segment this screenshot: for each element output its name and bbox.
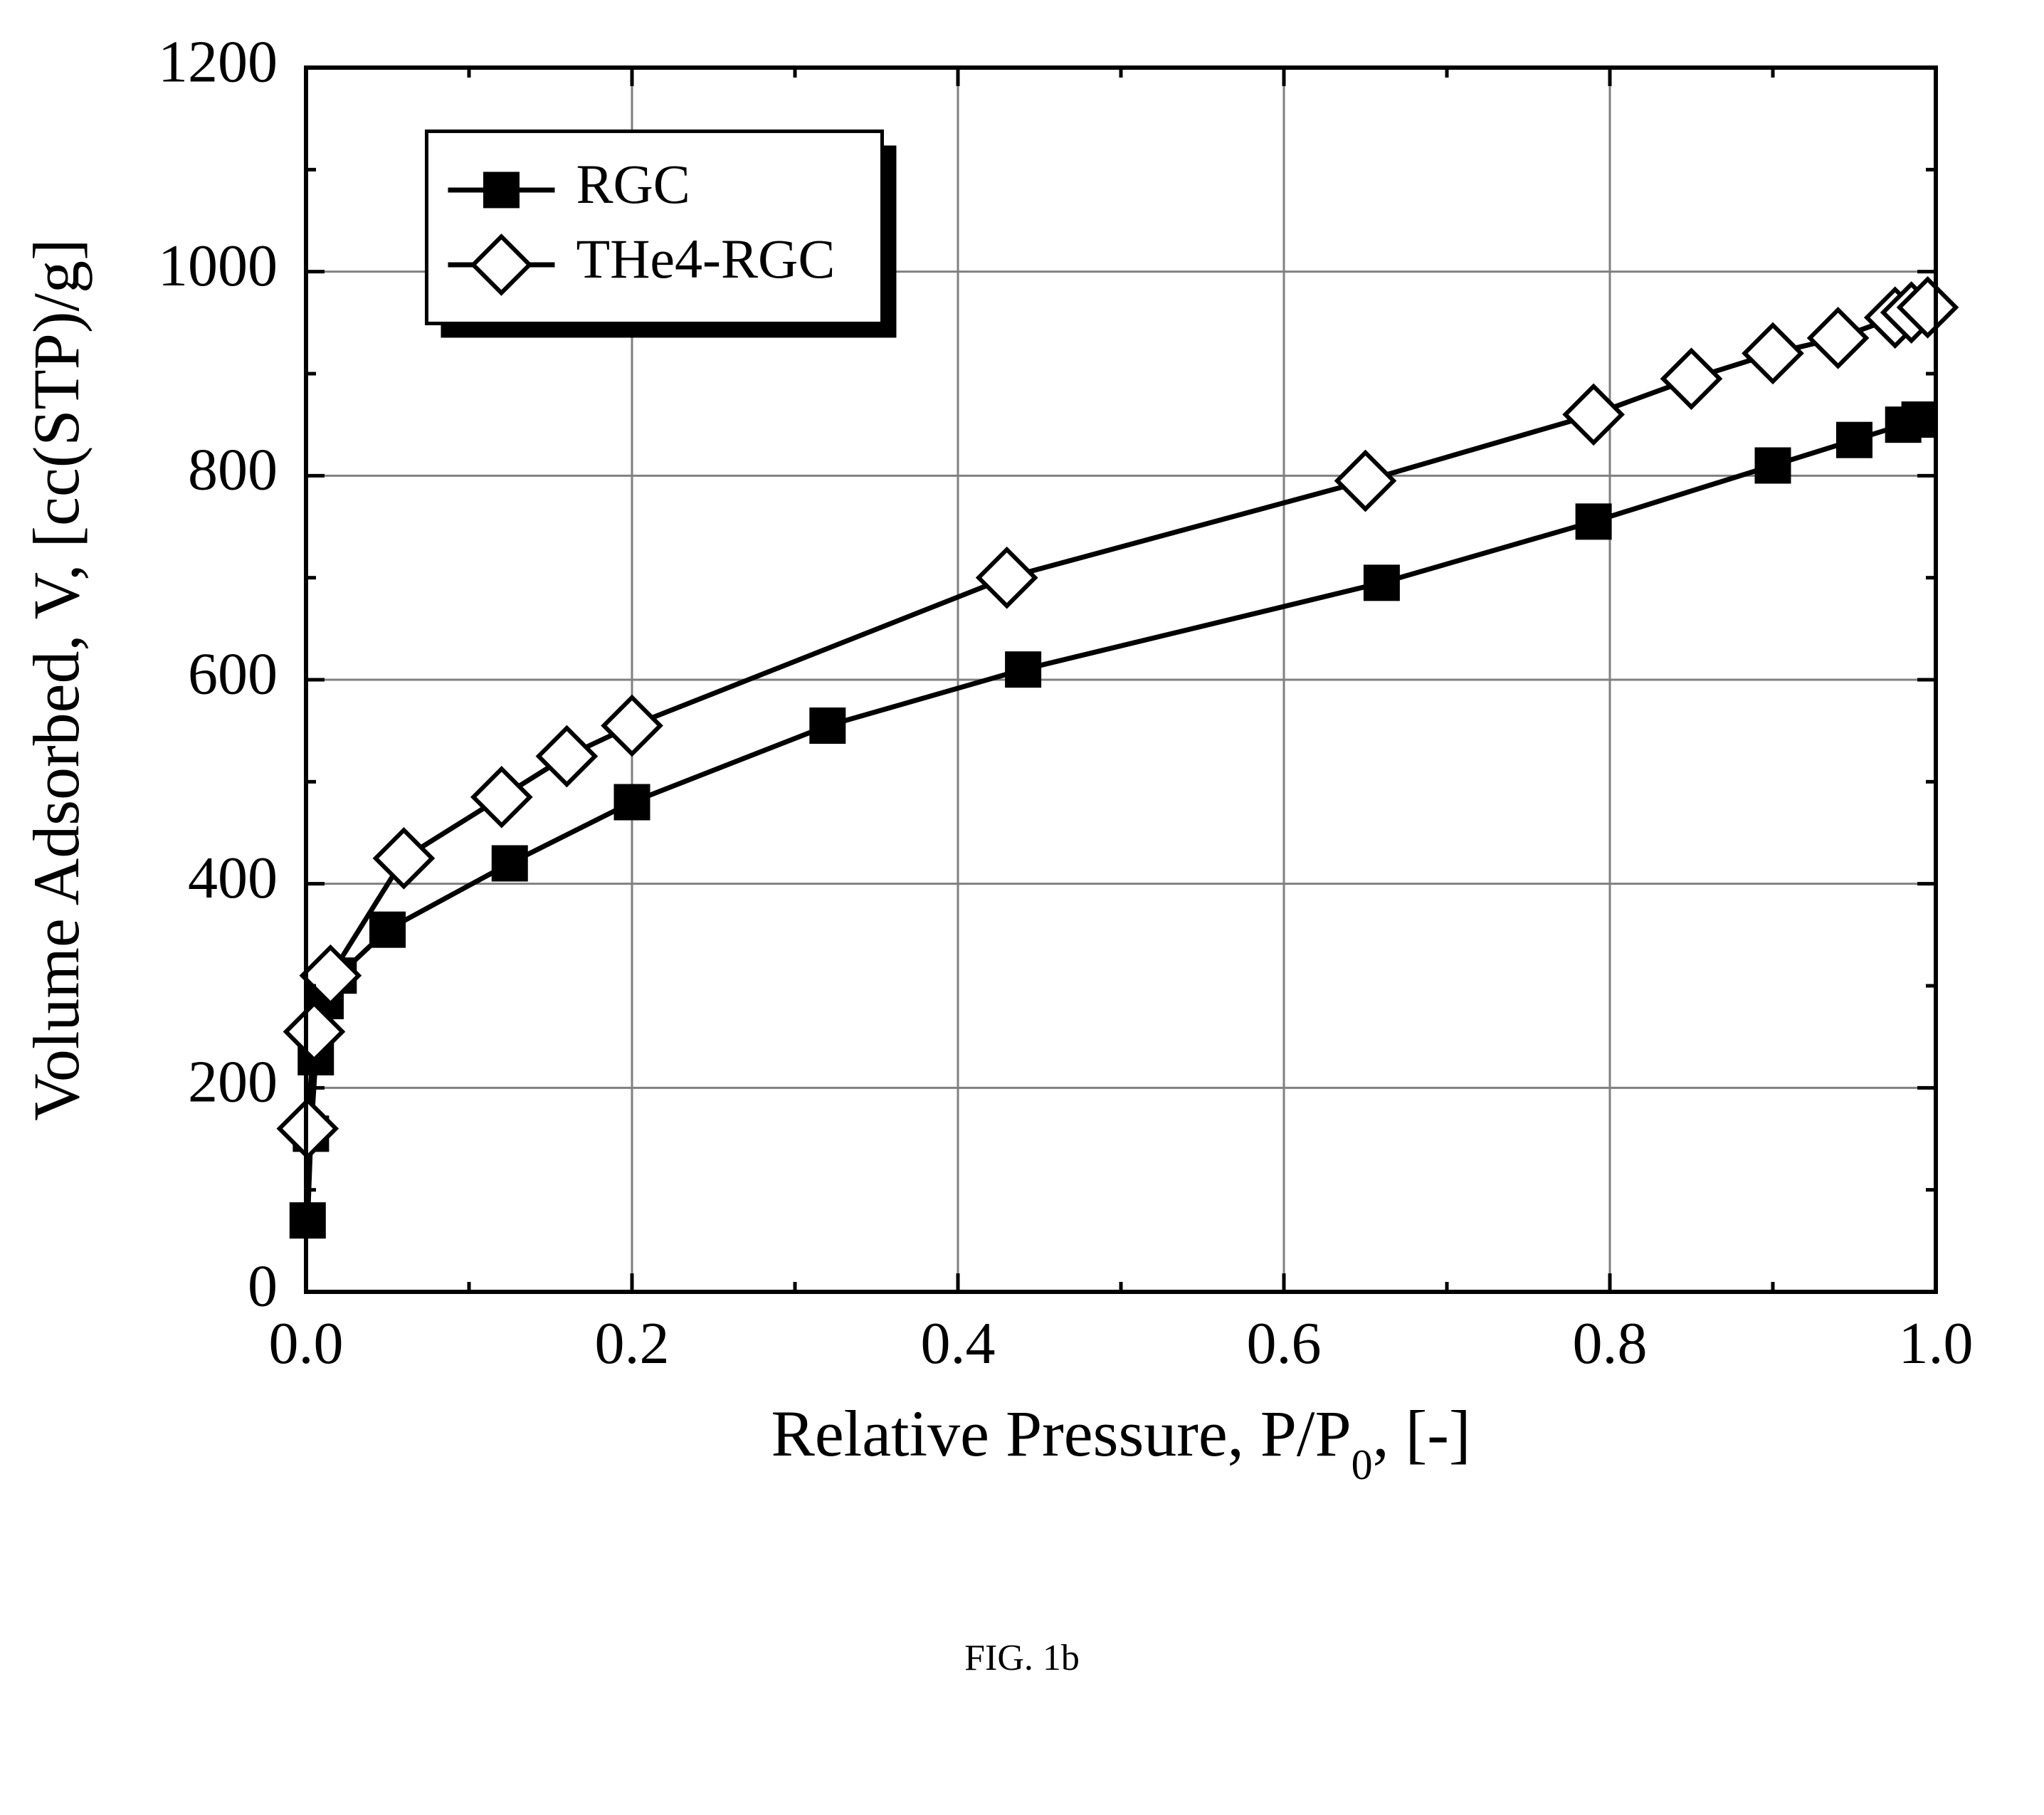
- series-group: [280, 279, 1956, 1236]
- svg-text:1000: 1000: [158, 233, 278, 299]
- legend-label: THe4-RGC: [576, 228, 835, 290]
- svg-text:0.8: 0.8: [1573, 1310, 1648, 1377]
- svg-text:0.6: 0.6: [1247, 1310, 1322, 1377]
- series-THe4-RGC: [280, 279, 1956, 1157]
- svg-text:0: 0: [248, 1253, 278, 1319]
- adsorption-isotherm-chart: 0.0 0.2 0.4 0.6 0.8 1.0 0 200 400 600 800 1000 1200 R…: [0, 0, 2044, 1580]
- legend: RGC THe4-RGC: [426, 131, 896, 337]
- svg-text:0.0: 0.0: [269, 1310, 344, 1377]
- legend-label: RGC: [576, 153, 690, 215]
- y-axis-label: Volume Adsorbed, V, [cc(STP)/g]: [20, 238, 93, 1120]
- svg-text:800: 800: [188, 437, 278, 503]
- svg-text:400: 400: [188, 845, 278, 911]
- svg-text:0.2: 0.2: [595, 1310, 670, 1377]
- svg-text:1.0: 1.0: [1899, 1310, 1974, 1377]
- svg-text:600: 600: [188, 641, 278, 707]
- figure-page: 0.0 0.2 0.4 0.6 0.8 1.0 0 200 400 600 800 1000 1200 R…: [0, 0, 2044, 1815]
- svg-text:1200: 1200: [158, 28, 278, 95]
- svg-text:0.4: 0.4: [921, 1310, 996, 1377]
- series-RGC: [291, 404, 1936, 1237]
- svg-text:200: 200: [188, 1049, 278, 1115]
- figure-caption: FIG. 1b: [0, 1637, 2044, 1679]
- x-axis-label: Relative Pressure, P/P0, [-]: [771, 1397, 1470, 1488]
